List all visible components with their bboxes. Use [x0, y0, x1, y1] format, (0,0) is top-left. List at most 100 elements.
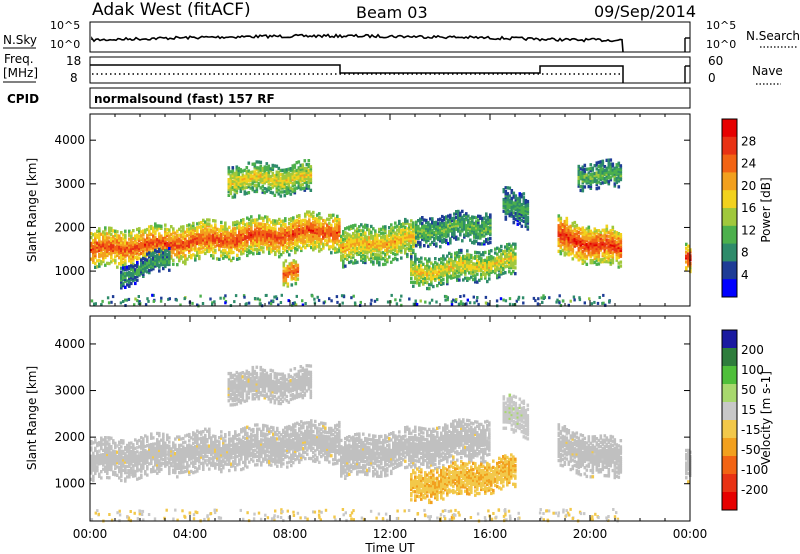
power-cell	[291, 182, 295, 186]
power-cell	[267, 180, 271, 184]
power-cell	[290, 269, 294, 273]
power-cell	[274, 235, 277, 239]
power-cell	[589, 231, 593, 235]
power-cell	[516, 222, 520, 226]
power-cell	[170, 250, 173, 254]
power-cell	[573, 238, 577, 242]
power-cell	[204, 230, 207, 234]
power-cell	[301, 186, 305, 191]
power-cell	[233, 183, 237, 187]
power-cell	[273, 295, 276, 299]
power-cell	[231, 195, 235, 199]
power-cell	[390, 237, 393, 241]
power-cell	[477, 220, 480, 224]
power-cell	[410, 261, 413, 265]
power-cell	[168, 252, 171, 257]
power-cell	[242, 218, 245, 222]
power-cell	[287, 179, 291, 183]
power-cell	[613, 184, 617, 188]
power-cell	[430, 279, 433, 283]
power-cell	[150, 232, 153, 236]
power-cell	[158, 232, 161, 236]
power-cell	[366, 235, 369, 239]
power-cell	[412, 280, 415, 284]
power-cell	[214, 223, 217, 227]
power-cell	[619, 250, 623, 254]
power-cell	[178, 243, 181, 247]
power-cell	[478, 251, 481, 255]
power-cell	[399, 298, 402, 302]
power-cell	[250, 246, 253, 250]
power-cell	[290, 217, 293, 221]
power-cell	[124, 247, 127, 251]
power-cell	[330, 299, 333, 303]
power-cell	[575, 233, 579, 237]
power-cell	[285, 179, 289, 184]
power-cell	[297, 176, 301, 180]
power-cell	[279, 172, 283, 177]
power-cell	[356, 233, 359, 237]
power-cell	[607, 244, 611, 248]
power-cell	[208, 238, 211, 242]
power-cell	[251, 162, 255, 166]
power-cell	[146, 297, 149, 301]
power-cell	[234, 242, 237, 246]
power-cell	[92, 250, 95, 255]
power-cell	[406, 252, 409, 257]
power-cell	[613, 249, 617, 254]
power-cell	[512, 264, 515, 268]
power-cell	[510, 254, 513, 258]
power-cell	[514, 256, 517, 260]
power-cell	[324, 233, 327, 237]
power-cell	[297, 181, 301, 186]
power-cell	[126, 249, 129, 253]
power-cell	[589, 167, 593, 171]
power-cell	[402, 236, 405, 240]
power-cell	[447, 232, 450, 236]
power-cell	[488, 263, 491, 267]
power-cell	[443, 294, 447, 298]
power-cell	[563, 253, 567, 257]
power-cell	[685, 268, 688, 272]
power-cell	[613, 176, 617, 180]
power-cell	[589, 178, 593, 183]
power-cell	[235, 171, 239, 175]
power-cell	[589, 180, 593, 185]
power-cell	[192, 243, 195, 247]
power-cell	[266, 217, 269, 221]
power-cell	[398, 221, 401, 226]
power-cell	[348, 260, 351, 265]
power-cell	[408, 233, 411, 237]
power-cell	[370, 232, 373, 236]
power-cell	[484, 260, 487, 264]
power-cell	[418, 283, 421, 287]
power-cell	[106, 296, 110, 300]
power-cell	[416, 271, 419, 275]
power-cell	[314, 219, 317, 223]
power-cell	[122, 300, 125, 303]
power-cell	[285, 177, 289, 182]
power-cell	[342, 261, 345, 265]
power-cell	[577, 176, 581, 180]
power-cell	[112, 244, 115, 249]
power-cell	[458, 268, 461, 272]
power-cell	[452, 275, 455, 279]
power-cell	[246, 224, 249, 228]
power-cell	[427, 226, 430, 231]
power-cell	[485, 239, 488, 244]
power-cell	[427, 225, 430, 229]
power-cell	[617, 169, 621, 173]
power-cell	[456, 268, 459, 273]
power-cell	[558, 294, 561, 298]
power-cell	[441, 218, 444, 223]
power-cell	[254, 244, 257, 248]
power-cell	[474, 262, 477, 266]
power-cell	[376, 235, 379, 239]
power-cell	[112, 242, 115, 247]
power-cell	[256, 230, 259, 234]
power-cell	[138, 238, 141, 243]
power-cell	[456, 262, 459, 267]
power-cell	[514, 242, 517, 246]
power-cell	[619, 166, 623, 170]
power-cell	[338, 247, 341, 251]
